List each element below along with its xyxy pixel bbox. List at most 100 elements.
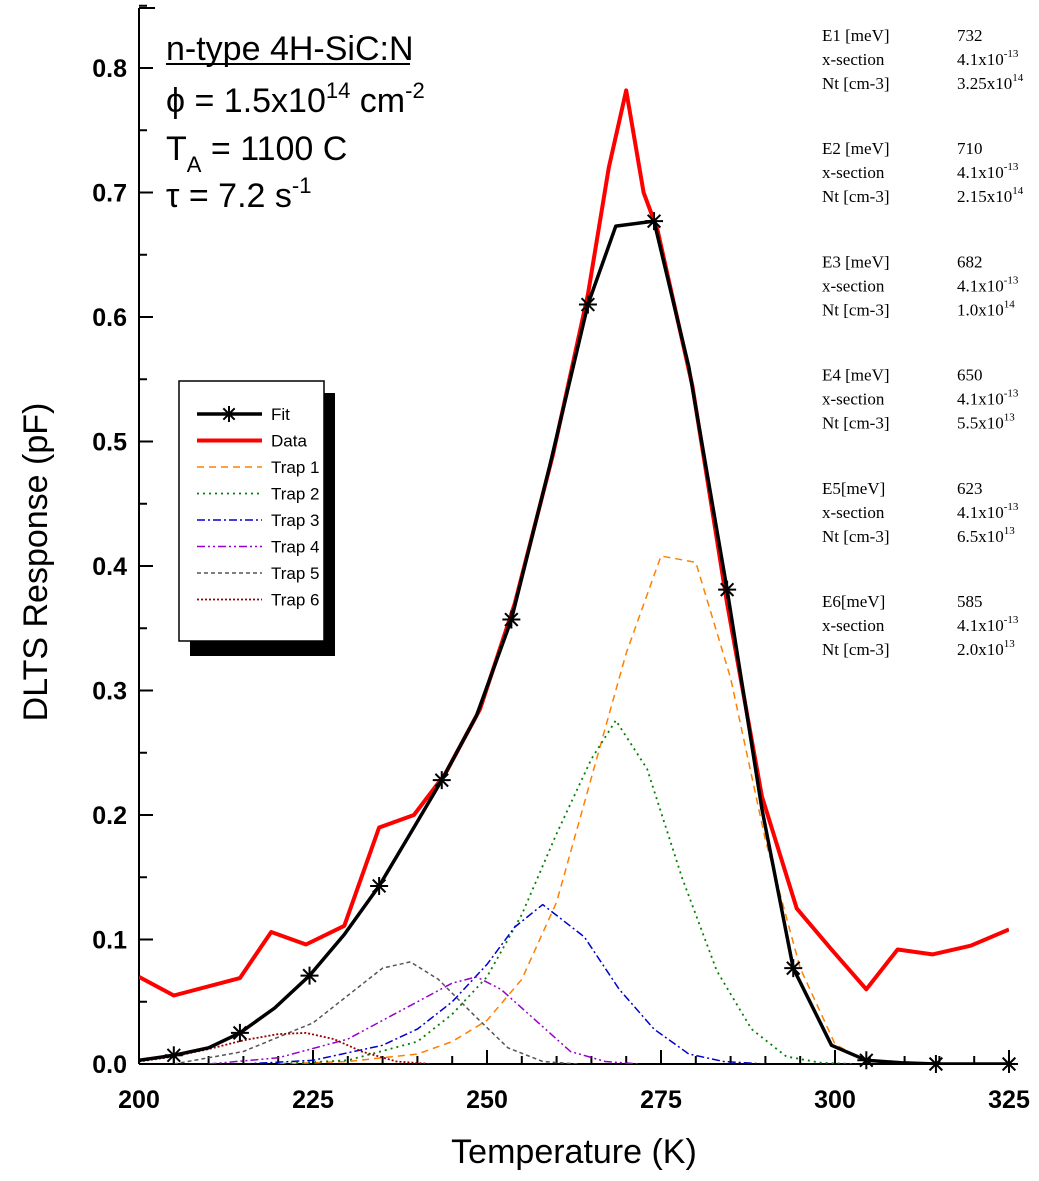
energy-value: 650 bbox=[957, 366, 983, 385]
fit-marker bbox=[718, 580, 737, 599]
cross-section-value: 4.1x10-13 bbox=[957, 161, 1019, 182]
y-tick-label: 0.2 bbox=[92, 802, 127, 830]
trap-parameter-group: E5[meV] 623 x-section 4.1x10-13 Nt [cm-3] 6.5… bbox=[822, 479, 1019, 546]
cross-section-value: 4.1x10-13 bbox=[957, 501, 1019, 522]
fit-marker bbox=[926, 1055, 945, 1073]
legend-label: Trap 2 bbox=[271, 485, 320, 504]
y-axis-title: DLTS Response (pF) bbox=[17, 403, 55, 722]
fit-marker bbox=[502, 610, 521, 629]
fit-marker bbox=[230, 1023, 249, 1042]
trap-density-value: 2.0x1013 bbox=[957, 638, 1015, 659]
axes: 0.0 0.1 0.2 0.3 0.4 0.5 0.6 0.7 0.8 200 225 250 275 3… bbox=[92, 4, 1030, 1114]
fit-marker bbox=[578, 295, 597, 314]
y-tick-label: 0.3 bbox=[92, 678, 127, 706]
energy-label: E2 [meV] bbox=[822, 139, 890, 158]
rate-label: τ = 7.2 s-1 bbox=[166, 173, 311, 215]
legend-label: Trap 1 bbox=[271, 458, 320, 477]
energy-value: 623 bbox=[957, 479, 983, 498]
x-tick-label: 275 bbox=[640, 1086, 682, 1114]
cross-section-label: x-section bbox=[822, 163, 885, 182]
series-trap-2 bbox=[278, 719, 856, 1064]
trap-parameter-group: E6[meV] 585 x-section 4.1x10-13 Nt [cm-3] 2.0… bbox=[822, 592, 1019, 659]
fit-marker bbox=[645, 212, 664, 231]
series-trap-5 bbox=[173, 961, 578, 1064]
series-trap-1 bbox=[278, 555, 871, 1064]
legend-box bbox=[178, 380, 325, 642]
fluence-label: ϕ = 1.5x1014 cm-2 bbox=[166, 78, 425, 120]
trap-parameter-group: E2 [meV] 710 x-section 4.1x10-13 Nt [cm-3] 2.… bbox=[822, 139, 1024, 206]
series-trap-3 bbox=[243, 903, 766, 1064]
cross-section-label: x-section bbox=[822, 503, 885, 522]
legend-marker bbox=[221, 406, 237, 422]
fit-marker bbox=[1000, 1055, 1018, 1073]
legend-label: Fit bbox=[271, 405, 290, 424]
trap-density-value: 3.25x1014 bbox=[957, 72, 1024, 93]
trap-density-label: Nt [cm-3] bbox=[822, 640, 890, 659]
energy-label: E3 [meV] bbox=[822, 252, 890, 271]
energy-value: 732 bbox=[957, 26, 983, 45]
anneal-label: TA = 1100 C bbox=[166, 130, 347, 177]
y-tick-label: 0.7 bbox=[92, 180, 127, 208]
cross-section-label: x-section bbox=[822, 390, 885, 409]
energy-value: 585 bbox=[957, 592, 983, 611]
energy-label: E5[meV] bbox=[822, 479, 885, 498]
series-trap-4 bbox=[208, 976, 641, 1064]
fit-marker bbox=[784, 959, 803, 978]
y-tick-label: 0.5 bbox=[92, 429, 127, 457]
legend: Fit Data Trap 1 Trap 2 Trap 3 Trap 4 Trap 5 Tra… bbox=[178, 380, 335, 656]
trap-parameter-group: E4 [meV] 650 x-section 4.1x10-13 Nt [cm-3] 5.… bbox=[822, 366, 1019, 433]
fit-markers bbox=[164, 212, 1018, 1073]
cross-section-label: x-section bbox=[822, 50, 885, 69]
trap-density-value: 5.5x1013 bbox=[957, 412, 1015, 433]
energy-label: E6[meV] bbox=[822, 592, 885, 611]
fit-marker bbox=[164, 1046, 183, 1065]
sample-label: n-type 4H-SiC:N bbox=[166, 30, 414, 68]
fit-marker bbox=[857, 1051, 876, 1070]
cross-section-value: 4.1x10-13 bbox=[957, 614, 1019, 635]
cross-section-label: x-section bbox=[822, 276, 885, 295]
fit-marker bbox=[300, 966, 319, 985]
series-trap-6 bbox=[139, 1032, 432, 1064]
x-tick-label: 325 bbox=[988, 1086, 1030, 1114]
cross-section-value: 4.1x10-13 bbox=[957, 274, 1019, 295]
legend-label: Trap 4 bbox=[271, 538, 320, 557]
y-tick-label: 0.1 bbox=[92, 927, 127, 955]
series-layer bbox=[139, 88, 1009, 1064]
trap-parameters: E1 [meV] 732 x-section 4.1x10-13 Nt [cm-3] 3.… bbox=[822, 26, 1024, 659]
y-tick-label: 0.6 bbox=[92, 304, 127, 332]
series-fit bbox=[139, 219, 1009, 1064]
cross-section-value: 4.1x10-13 bbox=[957, 388, 1019, 409]
legend-label: Trap 6 bbox=[271, 591, 320, 610]
y-tick-label: 0.0 bbox=[92, 1051, 127, 1079]
trap-density-value: 6.5x1013 bbox=[957, 525, 1015, 546]
trap-parameter-group: E3 [meV] 682 x-section 4.1x10-13 Nt [cm-3] 1.… bbox=[822, 252, 1019, 319]
series-data bbox=[139, 88, 1009, 998]
fit-marker bbox=[432, 771, 451, 790]
trap-parameter-group: E1 [meV] 732 x-section 4.1x10-13 Nt [cm-3] 3.… bbox=[822, 26, 1024, 93]
trap-density-label: Nt [cm-3] bbox=[822, 300, 890, 319]
y-tick-label: 0.4 bbox=[92, 553, 127, 581]
x-tick-label: 200 bbox=[118, 1086, 160, 1114]
x-tick-label: 250 bbox=[466, 1086, 508, 1114]
energy-value: 710 bbox=[957, 139, 983, 158]
cross-section-value: 4.1x10-13 bbox=[957, 48, 1019, 69]
energy-label: E4 [meV] bbox=[822, 366, 890, 385]
energy-value: 682 bbox=[957, 252, 983, 271]
x-axis-title: Temperature (K) bbox=[451, 1133, 697, 1171]
trap-density-value: 2.15x1014 bbox=[957, 185, 1024, 206]
energy-label: E1 [meV] bbox=[822, 26, 890, 45]
x-tick-label: 300 bbox=[814, 1086, 856, 1114]
trap-density-label: Nt [cm-3] bbox=[822, 187, 890, 206]
y-tick-label: 0.8 bbox=[92, 55, 127, 83]
trap-density-value: 1.0x1014 bbox=[957, 298, 1015, 319]
legend-label: Data bbox=[271, 432, 307, 451]
trap-density-label: Nt [cm-3] bbox=[822, 414, 890, 433]
x-tick-label: 225 bbox=[292, 1086, 334, 1114]
trap-density-label: Nt [cm-3] bbox=[822, 74, 890, 93]
legend-label: Trap 3 bbox=[271, 511, 320, 530]
legend-label: Trap 5 bbox=[271, 564, 320, 583]
fit-marker bbox=[370, 876, 389, 895]
trap-density-label: Nt [cm-3] bbox=[822, 527, 890, 546]
cross-section-label: x-section bbox=[822, 616, 885, 635]
